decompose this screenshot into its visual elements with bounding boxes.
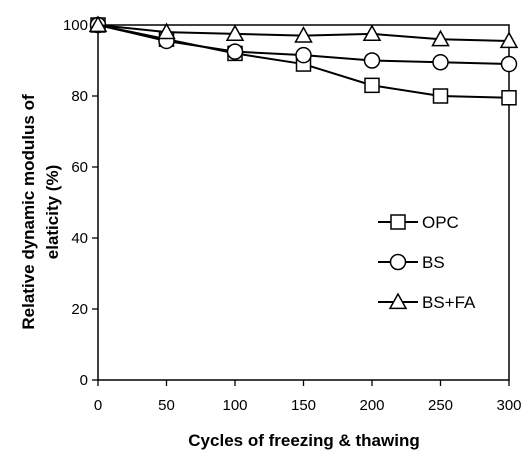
x-tick-label: 0 bbox=[94, 397, 102, 414]
y-axis-title-line-2: elaticity (%) bbox=[43, 165, 62, 259]
data-point bbox=[501, 90, 517, 106]
data-point bbox=[500, 55, 518, 73]
y-tick-label: 80 bbox=[71, 88, 88, 105]
legend-marker bbox=[388, 292, 408, 310]
series-layer bbox=[88, 15, 519, 106]
y-axis-title-line-1: Relative dynamic modulus of bbox=[19, 94, 38, 330]
x-axis-title: Cycles of freezing & thawing bbox=[188, 431, 419, 450]
data-point bbox=[364, 77, 380, 94]
x-tick-label: 300 bbox=[496, 397, 521, 414]
legend-item-bs-fa: BS+FA bbox=[378, 292, 476, 312]
y-tick-label: 20 bbox=[71, 301, 88, 318]
data-point bbox=[431, 29, 450, 47]
legend-label: OPC bbox=[422, 213, 459, 232]
data-point bbox=[295, 46, 312, 64]
y-tick-label: 60 bbox=[71, 159, 88, 176]
legend-marker bbox=[389, 253, 407, 271]
legend-item-opc: OPC bbox=[378, 213, 459, 232]
x-tick-label: 50 bbox=[158, 397, 175, 414]
y-tick-label: 0 bbox=[80, 372, 88, 389]
data-point bbox=[157, 22, 176, 40]
x-tick-label: 200 bbox=[359, 397, 384, 414]
plot-axes: 0 50 100 150 200 250 300 0 20 40 60 80 100 bbox=[63, 17, 522, 414]
data-point bbox=[432, 88, 449, 104]
y-tick-label: 100 bbox=[63, 17, 88, 34]
legend-marker bbox=[390, 214, 406, 230]
data-point bbox=[226, 43, 244, 60]
series-bs-fa bbox=[88, 15, 519, 49]
data-point bbox=[363, 52, 381, 69]
x-tick-label: 250 bbox=[428, 397, 453, 414]
legend-label: BS+FA bbox=[422, 293, 476, 312]
data-point bbox=[432, 54, 449, 71]
legend: OPC BS BS+FA bbox=[378, 213, 476, 312]
y-tick-label: 40 bbox=[71, 230, 88, 247]
data-point bbox=[499, 31, 519, 49]
plot-frame bbox=[97, 24, 510, 381]
data-point bbox=[294, 26, 313, 43]
data-point bbox=[362, 24, 382, 42]
data-point bbox=[225, 24, 245, 42]
data-point bbox=[88, 15, 108, 33]
legend-label: BS bbox=[422, 253, 445, 272]
x-tick-label: 100 bbox=[222, 397, 247, 414]
legend-item-bs: BS bbox=[378, 253, 445, 272]
x-tick-label: 150 bbox=[291, 397, 316, 414]
